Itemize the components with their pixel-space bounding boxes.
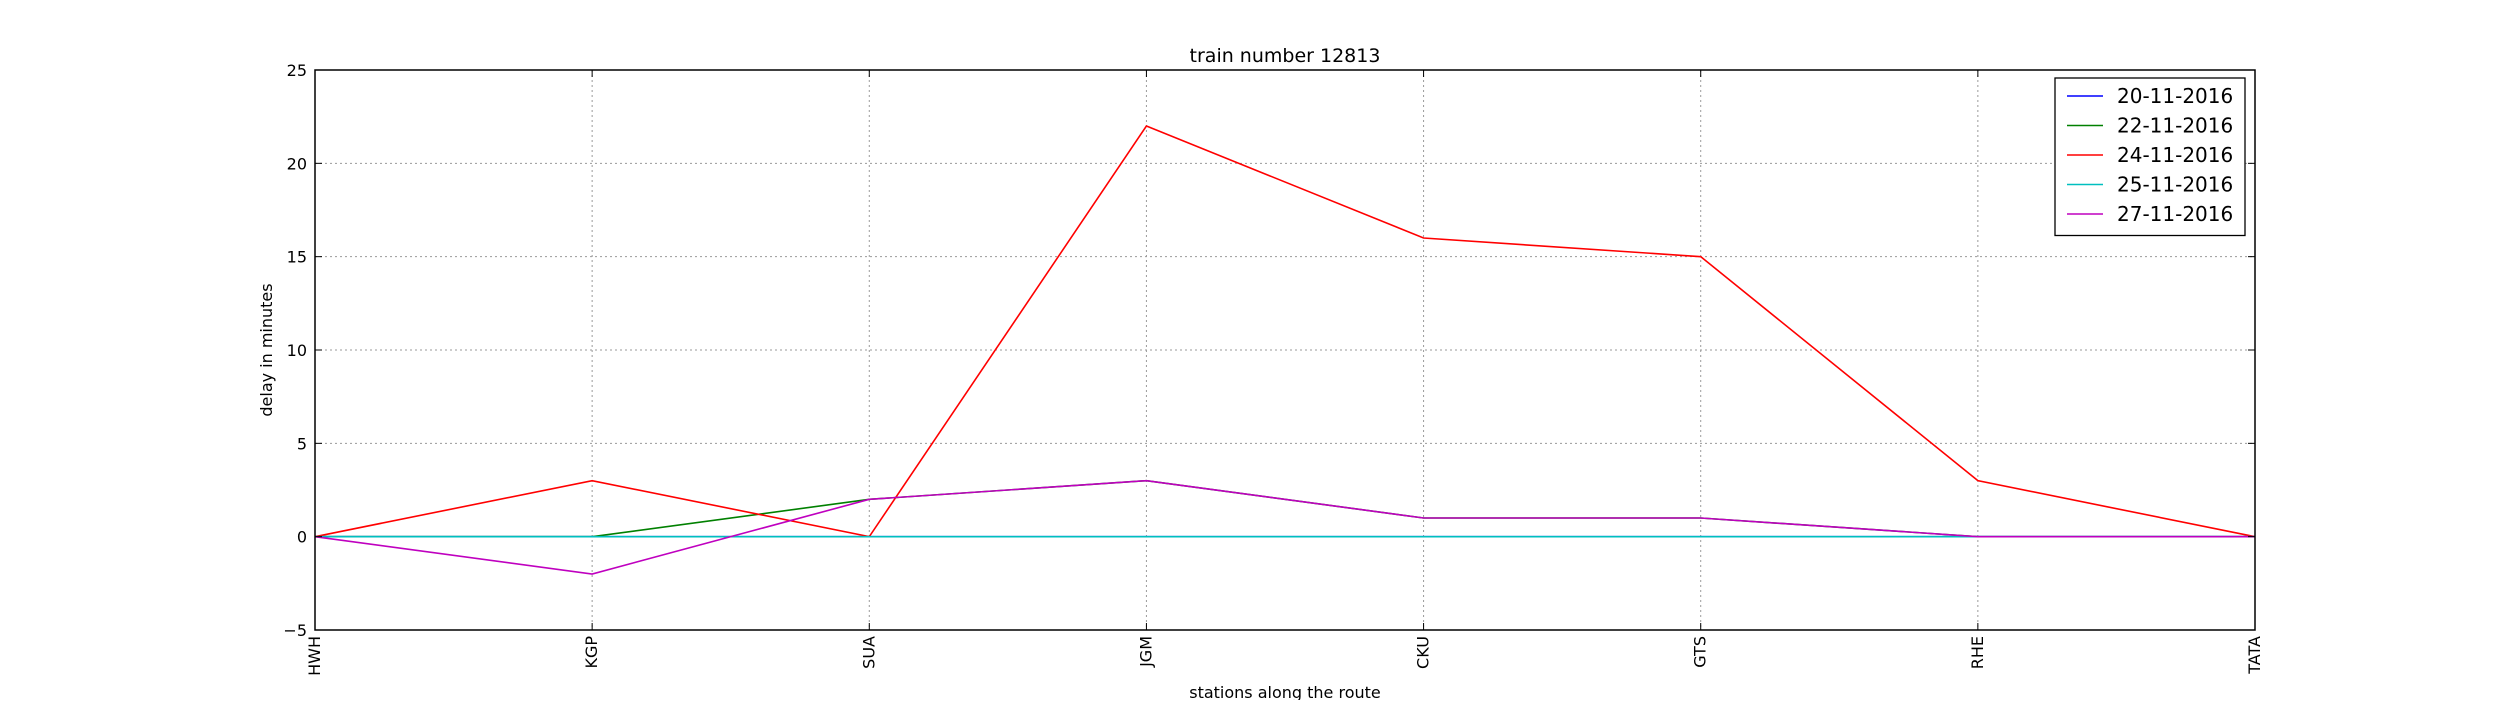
data-point: [1423, 517, 1425, 519]
data-point: [1423, 237, 1425, 239]
data-point: [1977, 480, 1979, 482]
y-tick-label: 15: [287, 248, 307, 267]
y-tick-label: 5: [297, 434, 307, 453]
legend-label: 20-11-2016: [2117, 84, 2233, 108]
data-point: [1700, 517, 1702, 519]
legend-label: 24-11-2016: [2117, 143, 2233, 167]
series-line: [315, 479, 2255, 538]
legend-box: [2054, 77, 2246, 237]
y-tick-label: 20: [287, 154, 307, 173]
x-tick-label: GTS: [1691, 636, 1710, 668]
data-point: [1700, 536, 1702, 538]
x-axis-label: stations along the route: [1189, 683, 1381, 700]
x-tick-label: TATA: [2245, 636, 2264, 675]
legend-label: 27-11-2016: [2117, 202, 2233, 226]
data-point: [1700, 256, 1702, 258]
y-tick-label: −5: [283, 621, 307, 640]
series-line: [314, 479, 2255, 575]
data-point: [1423, 536, 1425, 538]
data-point: [1145, 125, 1147, 127]
data-point: [591, 480, 593, 482]
data-point: [591, 573, 593, 575]
legend-label: 25-11-2016: [2117, 173, 2233, 197]
x-tick-label: SUA: [859, 636, 878, 669]
data-point: [591, 536, 593, 538]
legend: 20-11-2016 22-11-2016 24-11-2016 25-11-2016…: [2054, 77, 2246, 237]
x-tick-label: HWH: [305, 636, 324, 676]
y-tick-label: 0: [297, 528, 307, 547]
x-tick-label: RHE: [1968, 636, 1987, 669]
data-point: [1145, 536, 1147, 538]
data-point: [1977, 536, 1979, 538]
y-axis-label: delay in minutes: [257, 283, 276, 416]
legend-label: 22-11-2016: [2117, 114, 2233, 138]
data-point: [868, 498, 870, 500]
y-tick-label: 25: [287, 61, 307, 80]
x-tick-label: JGM: [1136, 636, 1155, 668]
x-tick-label: KGP: [582, 636, 601, 669]
data-point: [868, 536, 870, 538]
y-tick-label: 10: [287, 341, 307, 360]
data-point: [1145, 480, 1147, 482]
series-line: [314, 125, 2256, 538]
chart-title: train number 12813: [1190, 45, 1381, 67]
x-tick-label: CKU: [1414, 636, 1433, 669]
